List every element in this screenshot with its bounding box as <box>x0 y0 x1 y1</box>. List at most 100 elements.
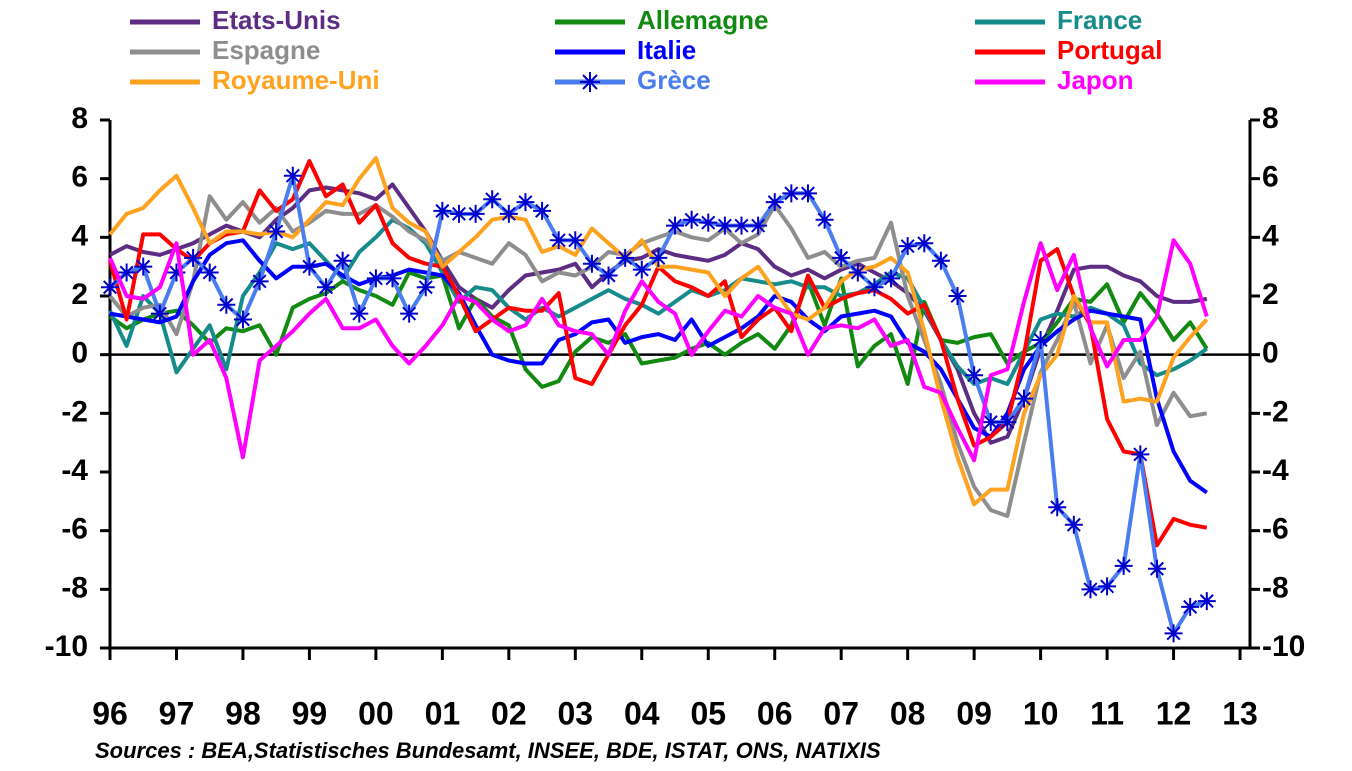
legend-label: France <box>1057 5 1142 35</box>
point-marker <box>217 295 236 314</box>
x-tick-label: 11 <box>1090 695 1124 731</box>
y-tick-label: 2 <box>71 278 88 311</box>
point-marker <box>150 304 169 323</box>
point-marker <box>815 210 834 229</box>
point-marker <box>1064 515 1083 534</box>
x-tick-label: 00 <box>358 695 394 731</box>
x-tick-label: 03 <box>558 695 594 731</box>
source-note: Sources : BEA,Statistisches Bundesamt, I… <box>95 738 881 763</box>
point-marker <box>383 269 402 288</box>
point-marker <box>134 257 153 276</box>
x-tick-label: 06 <box>757 695 793 731</box>
legend-item: Italie <box>555 35 696 65</box>
point-marker <box>798 184 817 203</box>
y-tick-label: 4 <box>71 219 88 252</box>
point-marker <box>666 216 685 235</box>
point-marker <box>931 251 950 270</box>
y2-tick-label: -2 <box>1262 395 1289 428</box>
legend-label: Espagne <box>212 35 320 65</box>
series-line <box>108 238 1209 463</box>
y-tick-label: -10 <box>45 630 88 663</box>
point-marker <box>765 193 784 212</box>
y-tick-label: 8 <box>71 102 88 135</box>
point-marker <box>449 204 468 223</box>
point-marker <box>1131 445 1150 464</box>
legend-label: Italie <box>637 35 696 65</box>
point-marker <box>184 248 203 267</box>
legend-label: Royaume-Uni <box>212 65 380 95</box>
x-tick-label: 09 <box>956 695 992 731</box>
point-marker <box>1181 597 1200 616</box>
x-tick-label: 05 <box>690 695 726 731</box>
legend-item: Espagne <box>130 35 320 65</box>
point-marker <box>250 272 269 291</box>
point-marker <box>1098 577 1117 596</box>
point-marker <box>366 269 385 288</box>
x-tick-label: 04 <box>624 695 660 731</box>
point-marker <box>233 310 252 329</box>
y-tick-label: -8 <box>61 571 88 604</box>
x-tick-label: 10 <box>1023 695 1059 731</box>
point-marker <box>117 263 136 282</box>
legend-item: Royaume-Uni <box>130 65 380 95</box>
y-tick-label: -2 <box>61 395 88 428</box>
point-marker <box>715 216 734 235</box>
point-marker <box>283 166 302 185</box>
y2-tick-label: -6 <box>1262 513 1289 546</box>
point-marker <box>632 260 651 279</box>
point-marker <box>300 257 319 276</box>
point-marker <box>466 204 485 223</box>
legend-item: Grèce <box>555 65 711 95</box>
point-marker <box>1164 624 1183 643</box>
series-line <box>108 194 1208 518</box>
point-marker <box>582 254 601 273</box>
point-marker <box>433 201 452 220</box>
legend-item: Japon <box>975 65 1134 95</box>
point-marker <box>915 234 934 253</box>
point-marker <box>483 190 502 209</box>
point-marker <box>1014 389 1033 408</box>
point-marker <box>865 278 884 297</box>
y2-tick-label: 0 <box>1262 337 1279 370</box>
point-marker <box>699 213 718 232</box>
point-marker <box>1048 498 1067 517</box>
y-tick-label: 6 <box>71 161 88 194</box>
x-tick-label: 13 <box>1222 695 1258 731</box>
y-tick-label: -4 <box>61 454 88 487</box>
legend-item: France <box>975 5 1142 35</box>
point-marker <box>1147 559 1166 578</box>
legend-item: Portugal <box>975 35 1162 65</box>
point-marker <box>1114 556 1133 575</box>
x-tick-label: 96 <box>92 695 128 731</box>
legend-label: Portugal <box>1057 35 1162 65</box>
point-marker <box>167 263 186 282</box>
point-marker <box>1031 331 1050 349</box>
x-tick-label: 97 <box>159 695 195 731</box>
x-tick-label: 98 <box>225 695 261 731</box>
point-marker <box>599 266 618 285</box>
y2-tick-label: -4 <box>1262 454 1289 487</box>
legend-label: Grèce <box>637 65 711 95</box>
point-marker <box>1081 580 1100 599</box>
x-tick-label: 07 <box>823 695 859 731</box>
point-marker <box>350 304 369 323</box>
legend-label: Etats-Unis <box>212 5 341 35</box>
point-marker <box>682 210 701 229</box>
legend-label: Japon <box>1057 65 1134 95</box>
x-tick-label: 02 <box>491 695 527 731</box>
point-marker <box>649 248 668 267</box>
legend-item: Allemagne <box>555 5 769 35</box>
point-marker <box>732 216 751 235</box>
x-tick-label: 01 <box>425 695 461 731</box>
point-marker <box>981 413 1000 432</box>
point-marker <box>898 237 917 256</box>
point-marker <box>1197 592 1216 611</box>
y2-tick-label: -8 <box>1262 571 1289 604</box>
x-tick-label: 12 <box>1156 695 1192 731</box>
y2-tick-label: 4 <box>1262 219 1279 252</box>
point-marker <box>749 216 768 235</box>
point-marker <box>882 269 901 288</box>
legend-label: Allemagne <box>637 5 769 35</box>
point-marker <box>516 193 535 212</box>
series-line <box>109 238 1208 495</box>
